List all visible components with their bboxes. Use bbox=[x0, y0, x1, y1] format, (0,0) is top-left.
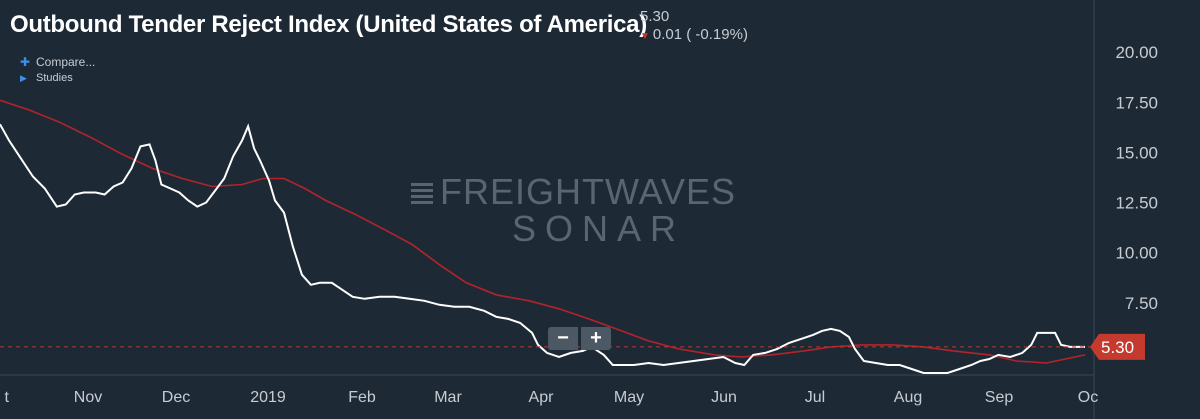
compare-label: Compare... bbox=[36, 55, 96, 69]
x-tick-label: Sep bbox=[985, 389, 1014, 406]
chart-title: Outbound Tender Reject Index (United Sta… bbox=[10, 11, 647, 38]
y-tick-label: 12.50 bbox=[1115, 194, 1158, 213]
x-tick-label: Feb bbox=[348, 389, 376, 406]
x-tick-label: 2019 bbox=[250, 389, 286, 406]
x-tick-label: Aug bbox=[894, 389, 922, 406]
plus-icon: ✚ bbox=[20, 55, 31, 69]
y-tick-label: 17.50 bbox=[1115, 93, 1158, 112]
watermark-sonar: SONAR bbox=[512, 208, 685, 249]
x-tick-label: Dec bbox=[162, 389, 190, 406]
zoom-out-button[interactable]: − bbox=[548, 327, 578, 350]
watermark-logo-icon bbox=[411, 183, 433, 204]
last-value-badge: 5.30 bbox=[1090, 333, 1145, 360]
triangle-right-icon: ▶ bbox=[20, 73, 27, 83]
down-arrow-icon: ▼ bbox=[640, 31, 650, 42]
x-axis: t Nov Dec 2019 Feb Mar Apr May Jun Jul Aug Sep Oc bbox=[5, 389, 1099, 406]
x-tick-label: May bbox=[614, 389, 644, 406]
x-tick-label: Apr bbox=[529, 389, 555, 406]
y-tick-label: 20.00 bbox=[1115, 43, 1158, 62]
x-tick-label: Nov bbox=[74, 389, 102, 406]
y-tick-label: 7.50 bbox=[1125, 294, 1158, 313]
x-tick-label: t bbox=[5, 389, 10, 406]
x-tick-label: Mar bbox=[434, 389, 462, 406]
y-tick-label: 10.00 bbox=[1115, 244, 1158, 263]
last-value-badge-shape bbox=[1090, 333, 1145, 360]
tender-reject-index-series-line bbox=[0, 123, 1085, 374]
compare-button[interactable]: ✚ Compare... bbox=[20, 55, 95, 69]
watermark: FREIGHTWAVES SONAR bbox=[411, 171, 736, 249]
last-value: 5.30 bbox=[640, 8, 670, 25]
change-text: 0.01 ( -0.19%) bbox=[652, 26, 748, 43]
last-value-badge-text: 5.30 bbox=[1101, 338, 1134, 357]
watermark-freightwaves: FREIGHTWAVES bbox=[440, 171, 736, 212]
studies-label: Studies bbox=[36, 72, 73, 84]
change-indicator: ▼ 0.01 ( -0.19%) bbox=[640, 26, 748, 43]
zoom-in-button[interactable]: + bbox=[581, 327, 611, 350]
x-tick-label: Jul bbox=[805, 389, 825, 406]
studies-button[interactable]: ▶ Studies bbox=[20, 72, 73, 84]
x-tick-label: Jun bbox=[711, 389, 737, 406]
y-tick-label: 15.00 bbox=[1115, 143, 1158, 162]
x-tick-label: Oc bbox=[1078, 389, 1098, 406]
moving-average-series-line bbox=[0, 99, 1086, 364]
y-axis: 7.50 10.00 12.50 15.00 17.50 20.00 bbox=[1115, 43, 1158, 313]
